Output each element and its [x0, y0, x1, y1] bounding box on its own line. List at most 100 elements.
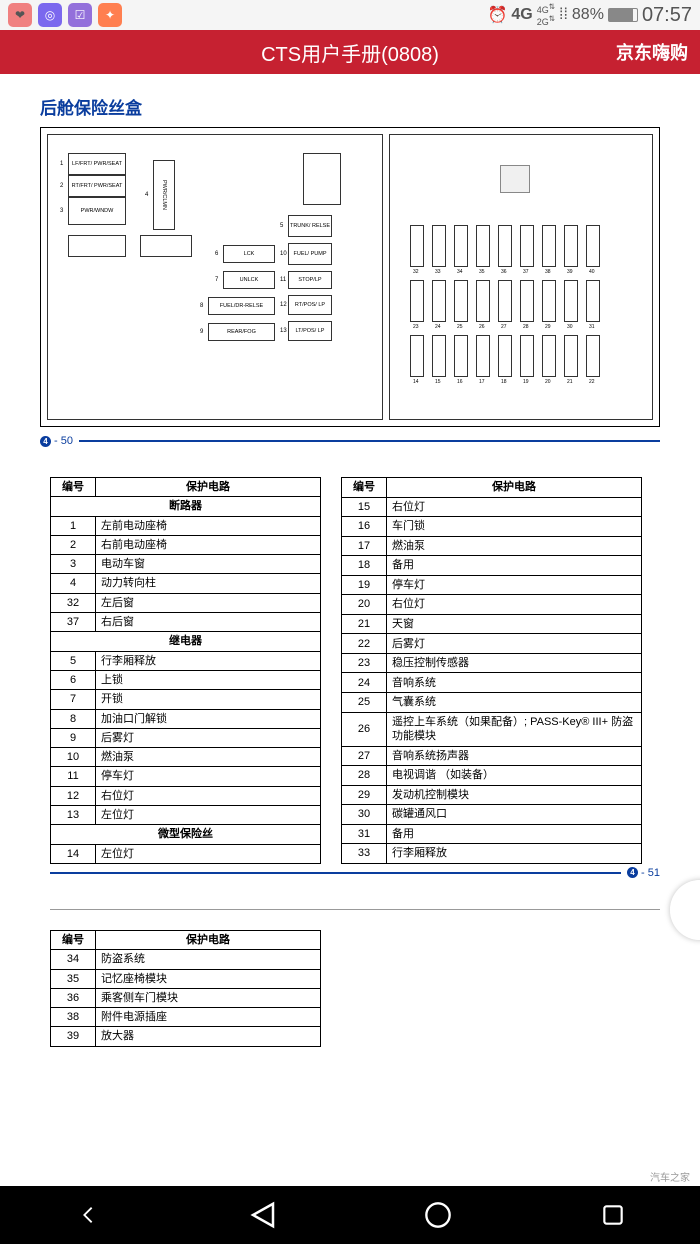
alarm-icon: ⏰: [487, 5, 507, 25]
cell-desc: 碳罐通风口: [387, 805, 642, 825]
table-row: 19停车灯: [342, 575, 642, 595]
mini-fuse: [498, 225, 512, 267]
fuse-number-label: 22: [589, 379, 595, 385]
mini-fuse: [410, 280, 424, 322]
fuse-number-label: 20: [545, 379, 551, 385]
watermark: 汽车之家: [650, 1169, 690, 1184]
fuse-block: LCK: [223, 245, 275, 263]
cell-number: 28: [342, 766, 387, 786]
table-row: 14左位灯: [51, 844, 321, 863]
fuse-number-label: 21: [567, 379, 573, 385]
cell-desc: 上锁: [96, 670, 321, 689]
fuse-number-label: 10: [280, 251, 287, 257]
cell-number: 1: [51, 516, 96, 535]
cell-desc: 停车灯: [387, 575, 642, 595]
cell-desc: 稳压控制传感器: [387, 653, 642, 673]
section-title: 继电器: [51, 632, 321, 651]
table-row: 20右位灯: [342, 595, 642, 615]
fuse-row-top: 323334353637383940: [410, 225, 610, 275]
fuse-table-1: 编号保护电路 断路器1左前电动座椅2右前电动座椅3电动车窗4动力转向柱32左后窗…: [50, 477, 321, 864]
fuse-block: RT/POS/ LP: [288, 295, 332, 315]
table-row: 12右位灯: [51, 786, 321, 805]
cell-desc: 行李厢释放: [387, 844, 642, 864]
fuse-number-label: 3: [60, 208, 63, 214]
col-number: 编号: [51, 930, 96, 949]
mini-fuse: [432, 335, 446, 377]
cell-desc: 后雾灯: [387, 634, 642, 654]
fuse-number-label: 6: [215, 251, 218, 257]
cell-desc: 防盗系统: [96, 950, 321, 969]
fuse-number-label: 18: [501, 379, 507, 385]
cell-number: 23: [342, 653, 387, 673]
cell-desc: 车门锁: [387, 517, 642, 537]
cell-number: 30: [342, 805, 387, 825]
mini-fuse: [410, 225, 424, 267]
fuse-diagram: LF/FRT/ PWR/SEAT1RT/FRT/ PWR/SEAT2PWR/WN…: [40, 127, 660, 427]
cell-number: 35: [51, 969, 96, 988]
table-row: 15右位灯: [342, 497, 642, 517]
nav-home-button[interactable]: [420, 1197, 456, 1233]
fuse-number-label: 37: [523, 269, 529, 275]
section-title: 微型保险丝: [51, 825, 321, 844]
page-footer-right: 4- 51: [10, 864, 690, 879]
fuse-number-label: 5: [280, 223, 283, 229]
fuse-number-label: 30: [567, 324, 573, 330]
promo-link[interactable]: 京东嗨购: [616, 39, 688, 65]
fuse-block: RT/FRT/ PWR/SEAT: [68, 175, 126, 197]
table-row: 5行李厢释放: [51, 651, 321, 670]
fuse-block: FUEL/ PUMP: [288, 243, 332, 265]
fuse-table-2: 编号保护电路 15右位灯16车门锁17燃油泵18备用19停车灯20右位灯21天窗…: [341, 477, 642, 864]
cell-desc: 发动机控制模块: [387, 785, 642, 805]
table-row: 13左位灯: [51, 806, 321, 825]
page-2: 编号保护电路 断路器1左前电动座椅2右前电动座椅3电动车窗4动力转向柱32左后窗…: [10, 447, 690, 864]
fuse-number-label: 35: [479, 269, 485, 275]
table-row: 2右前电动座椅: [51, 535, 321, 554]
clock: 07:57: [642, 4, 692, 27]
fuse-block: TRUNK/ RELSE: [288, 215, 332, 237]
cell-desc: 记忆座椅模块: [96, 969, 321, 988]
mini-fuse: [432, 280, 446, 322]
cell-number: 11: [51, 767, 96, 786]
fuse-number-label: 32: [413, 269, 419, 275]
cell-number: 26: [342, 712, 387, 746]
app-icon-2: ◎: [38, 3, 62, 27]
table-row: 30碳罐通风口: [342, 805, 642, 825]
nav-recent-button[interactable]: [595, 1197, 631, 1233]
cell-desc: 燃油泵: [387, 536, 642, 556]
page-number-left: 4- 50: [40, 435, 73, 447]
table-row: 17燃油泵: [342, 536, 642, 556]
fuse-number-label: 19: [523, 379, 529, 385]
nav-menu-button[interactable]: [70, 1197, 106, 1233]
fuse-number-label: 11: [280, 277, 286, 283]
table-row: 24音响系统: [342, 673, 642, 693]
cell-number: 8: [51, 709, 96, 728]
table-row: 28电视调谐 （如装备）: [342, 766, 642, 786]
fuse-block: [303, 153, 341, 205]
status-icons-left: ❤ ◎ ☑ ✦: [8, 3, 122, 27]
cell-desc: 燃油泵: [96, 748, 321, 767]
cell-desc: 音响系统扬声器: [387, 746, 642, 766]
cell-desc: 备用: [387, 556, 642, 576]
cell-desc: 放大器: [96, 1027, 321, 1046]
fuse-block: LT/POS/ LP: [288, 321, 332, 341]
cell-desc: 左前电动座椅: [96, 516, 321, 535]
table-row: 10燃油泵: [51, 748, 321, 767]
table-row: 38附件电源插座: [51, 1008, 321, 1027]
fuse-number-label: 29: [545, 324, 551, 330]
cell-number: 6: [51, 670, 96, 689]
nav-back-button[interactable]: [245, 1197, 281, 1233]
fuse-number-label: 23: [413, 324, 419, 330]
battery-text: 88%: [572, 6, 604, 24]
cell-desc: 乘客侧车门模块: [96, 988, 321, 1007]
mini-fuse: [454, 335, 468, 377]
cell-number: 24: [342, 673, 387, 693]
table-section-header: 微型保险丝: [51, 825, 321, 844]
col-circuit: 保护电路: [96, 930, 321, 949]
cell-number: 29: [342, 785, 387, 805]
page-1: 后舱保险丝盒 LF/FRT/ PWR/SEAT1RT/FRT/ PWR/SEAT…: [10, 74, 690, 447]
mini-fuse: [542, 335, 556, 377]
table-row: 35记忆座椅模块: [51, 969, 321, 988]
table-section-header: 断路器: [51, 497, 321, 516]
fuse-number-label: 1: [60, 161, 63, 167]
table-row: 27音响系统扬声器: [342, 746, 642, 766]
